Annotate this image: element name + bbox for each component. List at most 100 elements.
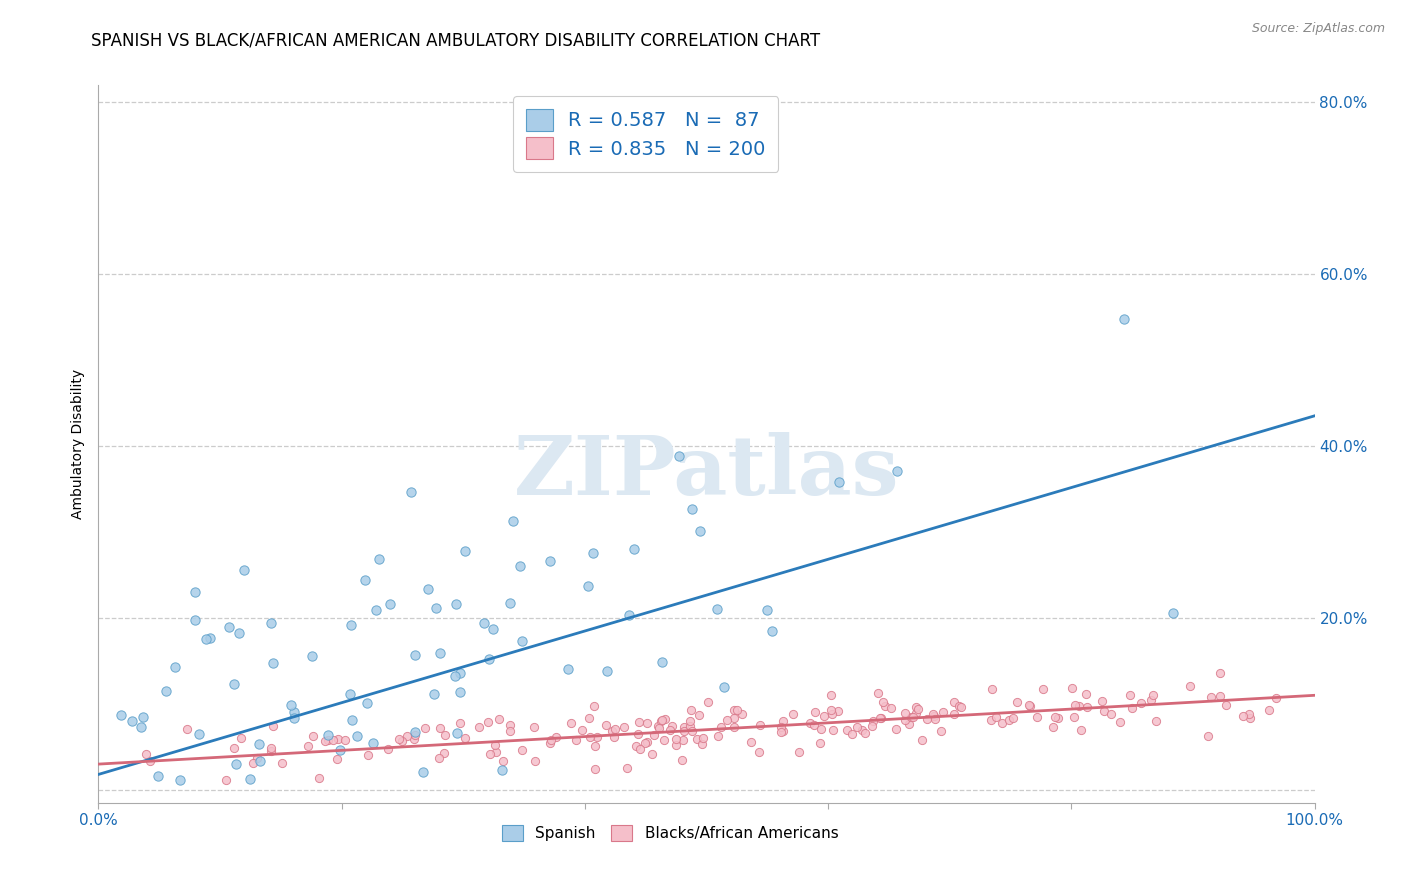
Point	[820, 703, 842, 717]
Point	[643, 728, 665, 742]
Point	[361, 736, 384, 750]
Point	[412, 765, 434, 780]
Point	[600, 724, 623, 739]
Point	[893, 713, 915, 727]
Point	[1239, 711, 1261, 725]
Point	[222, 677, 245, 691]
Point	[1265, 691, 1288, 706]
Point	[634, 736, 657, 750]
Point	[357, 748, 380, 763]
Point	[176, 722, 198, 736]
Point	[1005, 695, 1028, 709]
Point	[325, 752, 347, 766]
Point	[454, 731, 477, 746]
Point	[538, 736, 561, 750]
Point	[810, 722, 832, 736]
Point	[242, 756, 264, 771]
Point	[1032, 681, 1054, 696]
Point	[260, 616, 283, 631]
Point	[583, 762, 606, 776]
Point	[1197, 729, 1219, 743]
Point	[499, 596, 522, 610]
Point	[322, 732, 344, 747]
Point	[808, 736, 831, 750]
Point	[668, 449, 690, 463]
Point	[404, 648, 426, 663]
Point	[297, 739, 319, 753]
Point	[283, 711, 305, 725]
Point	[869, 710, 891, 724]
Point	[444, 597, 467, 611]
Point	[546, 731, 568, 745]
Point	[991, 716, 1014, 731]
Point	[329, 743, 352, 757]
Point	[571, 723, 593, 737]
Point	[1018, 698, 1040, 713]
Point	[523, 754, 546, 768]
Point	[444, 669, 467, 683]
Point	[491, 755, 513, 769]
Point	[659, 723, 682, 738]
Point	[308, 771, 330, 785]
Point	[378, 597, 401, 611]
Point	[364, 603, 387, 617]
Point	[316, 732, 339, 747]
Point	[121, 714, 143, 729]
Point	[139, 755, 162, 769]
Point	[433, 728, 456, 742]
Point	[1042, 720, 1064, 734]
Point	[523, 720, 546, 734]
Point	[163, 826, 186, 840]
Point	[901, 710, 924, 724]
Point	[998, 713, 1021, 727]
Point	[853, 725, 876, 739]
Point	[652, 733, 675, 747]
Point	[1076, 688, 1098, 702]
Point	[491, 763, 513, 777]
Point	[377, 742, 399, 756]
Point	[1144, 714, 1167, 728]
Point	[661, 719, 683, 733]
Point	[328, 732, 350, 747]
Point	[1063, 710, 1085, 724]
Point	[1129, 696, 1152, 710]
Point	[333, 733, 356, 747]
Text: ZIPatlas: ZIPatlas	[513, 433, 900, 513]
Point	[1121, 701, 1143, 715]
Point	[681, 703, 703, 717]
Point	[557, 662, 579, 676]
Point	[664, 739, 686, 753]
Point	[636, 715, 658, 730]
Point	[1076, 699, 1098, 714]
Point	[354, 573, 377, 587]
Point	[904, 699, 927, 714]
Point	[322, 804, 344, 818]
Point	[395, 729, 418, 743]
Point	[356, 697, 378, 711]
Point	[454, 544, 477, 558]
Point	[1069, 699, 1091, 714]
Point	[1209, 666, 1232, 681]
Point	[981, 681, 1004, 696]
Point	[866, 686, 889, 700]
Point	[723, 711, 745, 725]
Point	[692, 731, 714, 745]
Point	[510, 743, 533, 757]
Point	[803, 717, 825, 731]
Point	[228, 626, 250, 640]
Point	[425, 600, 447, 615]
Point	[686, 732, 709, 747]
Point	[340, 713, 363, 727]
Point	[821, 706, 844, 721]
Point	[314, 733, 336, 747]
Point	[131, 710, 153, 724]
Point	[624, 739, 647, 753]
Point	[578, 710, 600, 724]
Point	[924, 712, 946, 726]
Point	[603, 731, 626, 745]
Point	[922, 708, 945, 723]
Point	[803, 705, 825, 719]
Point	[449, 684, 471, 698]
Point	[135, 747, 157, 762]
Point	[689, 524, 711, 538]
